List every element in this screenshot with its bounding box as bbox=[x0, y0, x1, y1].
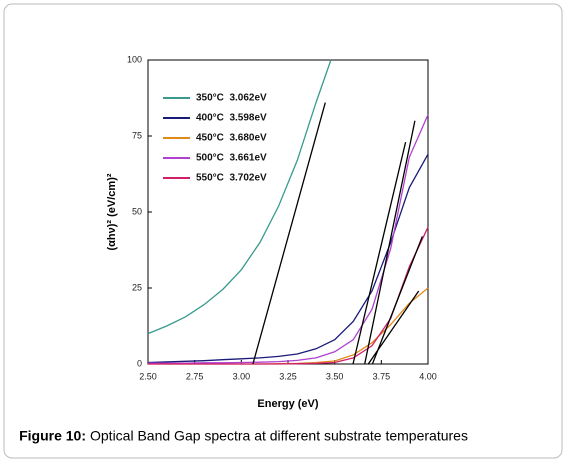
caption: Optical Band Gap spectra at different su… bbox=[90, 428, 468, 444]
x-tick-label: 2.50 bbox=[139, 371, 157, 381]
fit-line bbox=[252, 102, 326, 365]
y-tick-label: 0 bbox=[137, 358, 142, 368]
x-tick-label: 3.00 bbox=[233, 371, 251, 381]
frame bbox=[3, 3, 563, 459]
y-tick-label: 25 bbox=[132, 282, 142, 292]
legend-label: 400°C 3.598eV bbox=[196, 113, 267, 124]
y-tick-label: 75 bbox=[132, 130, 142, 140]
fit-line bbox=[352, 141, 407, 365]
series-line bbox=[148, 114, 429, 364]
y-axis-label: (αhν)² (eV/cm)² bbox=[106, 173, 118, 250]
legend-label: 550°C 3.702eV bbox=[196, 173, 267, 184]
x-axis-label: Energy (eV) bbox=[257, 398, 318, 410]
legend-label: 500°C 3.661eV bbox=[196, 153, 267, 164]
x-tick-label: 3.75 bbox=[373, 371, 391, 381]
x-tick-label: 3.25 bbox=[279, 371, 297, 381]
legend-label: 350°C 3.062eV bbox=[196, 93, 267, 104]
series-line bbox=[148, 226, 429, 365]
x-tick-label: 2.75 bbox=[186, 371, 204, 381]
series-line bbox=[147, 153, 429, 364]
x-tick-label: 4.00 bbox=[419, 371, 437, 381]
legend-label: 450°C 3.680eV bbox=[196, 133, 267, 144]
caption-label: Figure 10: bbox=[19, 428, 86, 444]
fit-line bbox=[364, 120, 416, 365]
x-tick-label: 3.50 bbox=[326, 371, 344, 381]
y-tick-label: 100 bbox=[127, 54, 142, 64]
series-line bbox=[147, 59, 332, 335]
y-tick-label: 50 bbox=[132, 206, 142, 216]
fit-line bbox=[371, 236, 424, 365]
